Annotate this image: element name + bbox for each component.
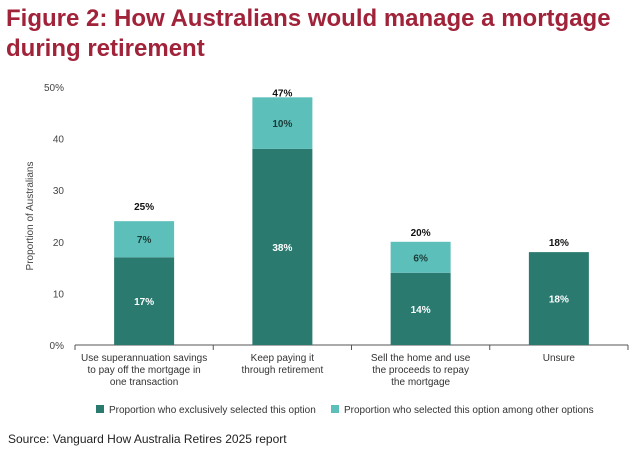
bar-segment-exclusive: [114, 257, 175, 345]
bar-value-label-among-others: 10%: [272, 119, 292, 130]
bar-segment-exclusive: [390, 272, 451, 345]
y-tick-label: 30: [53, 186, 65, 197]
bar-segment-among-others: [252, 97, 313, 149]
bar-total-label: 18%: [549, 238, 569, 249]
legend-swatch-among-others: [331, 405, 339, 413]
bar-total-label: 25%: [134, 202, 154, 213]
bar-value-label-exclusive: 18%: [549, 295, 569, 306]
x-category-label: the proceeds to repay: [372, 365, 469, 376]
x-category-label: through retirement: [242, 365, 324, 376]
legend-label-among-others: Proportion who selected this option amon…: [344, 405, 594, 416]
x-category-label: the mortgage: [391, 377, 450, 388]
bar-segment-exclusive: [252, 148, 313, 345]
bar-value-label-exclusive: 14%: [411, 305, 431, 316]
bar-value-label-exclusive: 38%: [272, 243, 292, 254]
y-axis-label: Proportion of Australians: [25, 162, 36, 271]
bar-value-label-exclusive: 17%: [134, 297, 154, 308]
y-tick-label: 50%: [44, 83, 64, 94]
bar-total-label: 47%: [272, 88, 292, 99]
legend-label-exclusive: Proportion who exclusively selected this…: [109, 405, 316, 416]
x-category-label: Use superannuation savings: [81, 353, 207, 364]
bar-segment-among-others: [390, 241, 451, 273]
chart-title-line-1: Figure 2: How Australians would manage a…: [6, 5, 611, 32]
bar-segment-exclusive: [528, 252, 589, 345]
source-note: Source: Vanguard How Australia Retires 2…: [8, 432, 287, 446]
x-category-label: to pay off the mortgage in: [88, 365, 201, 376]
chart-title-line-2: during retirement: [6, 35, 205, 62]
y-tick-label: 10: [53, 289, 65, 300]
bar-value-label-among-others: 6%: [413, 253, 428, 264]
x-category-label: one transaction: [110, 377, 178, 388]
y-tick-label: 0%: [50, 341, 65, 352]
y-tick-label: 20: [53, 238, 65, 249]
bar-total-label: 20%: [411, 228, 431, 239]
chart-title: Figure 2: How Australians would manage a…: [6, 4, 626, 64]
legend-swatch-exclusive: [96, 405, 104, 413]
stacked-bar-chart: 0% 10 20 30 40 50% Proportion of Australians 17…: [25, 83, 629, 416]
x-category-label: Sell the home and use: [371, 353, 471, 364]
bar-segment-among-others: [114, 221, 175, 258]
x-category-label: Keep paying it: [251, 353, 315, 364]
y-tick-label: 40: [53, 135, 65, 146]
x-category-label: Unsure: [543, 353, 576, 364]
bar-value-label-among-others: 7%: [137, 235, 152, 246]
